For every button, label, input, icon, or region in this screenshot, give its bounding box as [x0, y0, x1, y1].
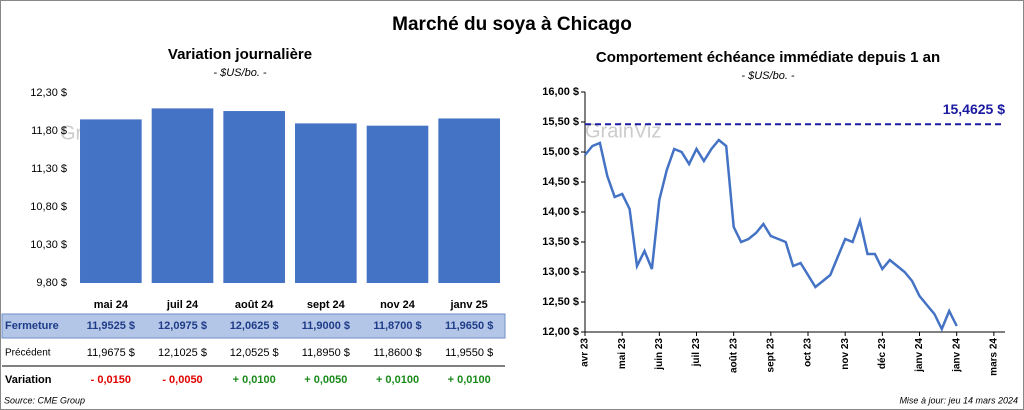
previous-value: 11,9675 $	[87, 347, 135, 359]
y-tick-label: 14,00 $	[542, 206, 579, 218]
y-tick-label: 9,80 $	[36, 277, 67, 289]
x-tick-label: mai 23	[617, 338, 628, 370]
y-tick-label: 13,00 $	[542, 266, 579, 278]
x-tick-label: mars 24	[988, 338, 999, 376]
change-value: + 0,0100	[376, 374, 419, 386]
change-value: + 0,0050	[304, 374, 347, 386]
left-title: Variation journalière	[168, 46, 312, 63]
y-tick-label: 12,30 $	[30, 87, 67, 99]
price-line	[584, 138, 958, 333]
table-row-bg	[1, 313, 506, 339]
change-value: - 0,0050	[162, 374, 202, 386]
reference-label: 15,4625 $	[943, 101, 1005, 117]
x-tick-label: juil 23	[691, 338, 702, 368]
previous-value: 11,9550 $	[445, 347, 493, 359]
x-tick-label: avr 23	[580, 338, 591, 367]
x-tick-label: août 24	[235, 299, 274, 311]
y-tick-label: 13,50 $	[542, 236, 579, 248]
change-value: - 0,0150	[91, 374, 131, 386]
bar	[80, 119, 142, 283]
y-tick-label: 10,30 $	[30, 239, 67, 251]
change-value: + 0,0100	[448, 374, 491, 386]
bar	[438, 118, 500, 284]
x-tick-label: mai 24	[94, 299, 129, 311]
y-tick-label: 15,50 $	[542, 116, 579, 128]
close-value: 12,0625 $	[230, 320, 279, 332]
page-title: Marché du soya à Chicago	[392, 14, 632, 35]
row-label: Variation	[5, 374, 52, 386]
x-tick-label: août 23	[728, 338, 739, 373]
watermark: GrainViz	[585, 120, 661, 142]
y-tick-label: 14,50 $	[542, 176, 579, 188]
close-value: 11,9000 $	[302, 320, 350, 332]
previous-value: 12,1025 $	[158, 347, 207, 359]
left-subtitle: - $US/bo. -	[213, 67, 267, 79]
y-tick-label: 11,80 $	[31, 125, 67, 137]
y-tick-label: 15,00 $	[542, 146, 579, 158]
right-subtitle: - $US/bo. -	[741, 70, 795, 82]
row-label: Fermeture	[5, 320, 59, 332]
close-value: 12,0975 $	[158, 320, 207, 332]
x-tick-label: sept 23	[765, 338, 776, 373]
x-tick-label: janv 24	[951, 338, 962, 373]
source: Source: CME Group	[4, 395, 85, 405]
close-value: 11,8700 $	[373, 320, 421, 332]
previous-value: 11,8950 $	[302, 347, 350, 359]
previous-value: 12,0525 $	[230, 347, 279, 359]
x-tick-label: nov 23	[840, 338, 851, 370]
x-tick-label: nov 24	[380, 299, 416, 311]
previous-value: 11,8600 $	[373, 347, 421, 359]
row-label: Précédent	[5, 348, 51, 359]
x-tick-label: déc 23	[877, 338, 888, 370]
x-tick-label: sept 24	[307, 299, 346, 311]
y-tick-label: 16,00 $	[542, 86, 579, 98]
x-tick-label: juil 24	[166, 299, 199, 311]
bar	[151, 108, 214, 283]
right-title: Comportement échéance immédiate depuis 1…	[596, 49, 940, 66]
y-tick-label: 10,80 $	[30, 201, 67, 213]
x-tick-label: oct 23	[803, 338, 814, 367]
bar	[366, 125, 429, 284]
update-note: Mise à jour: jeu 14 mars 2024	[899, 395, 1018, 405]
x-tick-label: janv 24	[914, 338, 925, 373]
bar	[223, 111, 285, 283]
y-tick-label: 11,30 $	[31, 163, 67, 175]
close-value: 11,9525 $	[87, 320, 135, 332]
y-tick-label: 12,50 $	[542, 296, 579, 308]
y-tick-label: 12,00 $	[542, 326, 579, 338]
bar	[295, 123, 357, 284]
x-tick-label: janv 25	[450, 299, 488, 311]
x-tick-label: juin 23	[654, 338, 665, 371]
close-value: 11,9650 $	[445, 320, 493, 332]
change-value: + 0,0100	[233, 374, 276, 386]
